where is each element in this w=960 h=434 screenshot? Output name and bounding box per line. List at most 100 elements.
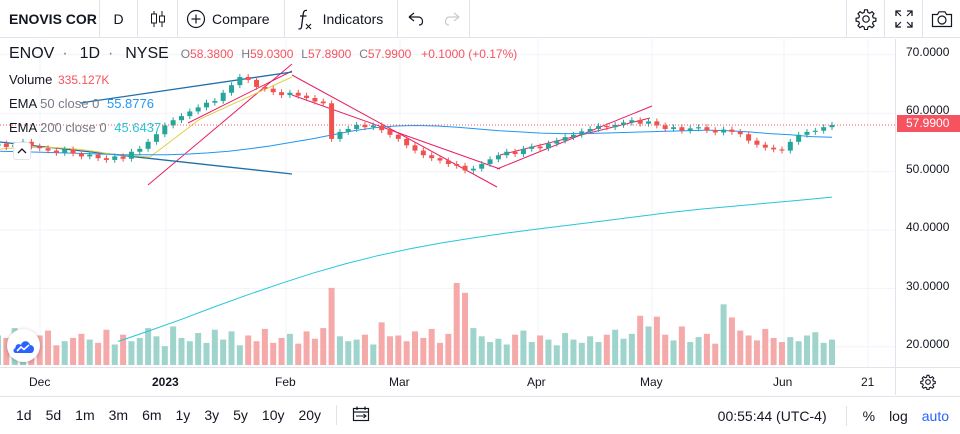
range-3y[interactable]: 3y: [204, 407, 220, 423]
volume-bar: [420, 337, 427, 365]
candle-body: [204, 102, 209, 108]
interval-button[interactable]: D: [100, 0, 138, 38]
scale-settings-button[interactable]: [895, 367, 960, 395]
candle-body: [537, 146, 543, 149]
indicators-button[interactable]: Indicators: [285, 0, 399, 38]
volume-bar: [778, 342, 785, 365]
symbol-search-input[interactable]: ENOVIS COR: [0, 0, 100, 38]
log-scale-toggle[interactable]: log: [889, 407, 908, 424]
candle-body: [554, 140, 560, 144]
ema200-indicator-legend[interactable]: EMA 200 close 0 45.6437: [9, 120, 161, 135]
percent-scale-toggle[interactable]: %: [862, 407, 876, 424]
ema50-indicator-legend[interactable]: EMA 50 close 0 55.8776: [9, 96, 154, 111]
goto-date-button[interactable]: [345, 406, 377, 425]
volume-bar: [678, 326, 685, 365]
range-1d[interactable]: 1d: [16, 407, 32, 423]
volume-bar: [136, 337, 143, 365]
candle-body: [279, 92, 285, 96]
candle-body: [454, 164, 460, 166]
plus-circle-icon: [186, 9, 206, 28]
range-3m[interactable]: 3m: [108, 407, 129, 423]
volume-bar: [712, 343, 719, 365]
ema200-value: 45.6437: [114, 120, 162, 135]
volume-bar: [78, 333, 85, 365]
range-1y[interactable]: 1y: [175, 407, 191, 423]
candle-body: [495, 155, 501, 160]
candles-icon: [150, 10, 165, 27]
price-scale[interactable]: 70.0000 60.0000 50.0000 40.0000 30.0000 …: [895, 39, 960, 367]
clock-timezone[interactable]: 00:55:44 (UTC-4): [717, 407, 827, 424]
fullscreen-button[interactable]: [884, 0, 922, 38]
volume-bar: [36, 335, 43, 365]
volume-bar: [220, 339, 227, 365]
range-20y[interactable]: 20y: [298, 407, 322, 423]
candle-body: [579, 131, 585, 135]
volume-bar: [562, 333, 569, 365]
time-label: Mar: [389, 375, 410, 389]
legend-symbol: ENOV: [9, 45, 55, 62]
volume-bar: [61, 341, 68, 365]
candle-body: [237, 76, 243, 86]
candle-body: [254, 79, 260, 87]
candle-body: [587, 128, 593, 132]
time-label: Dec: [29, 375, 51, 389]
collapse-legend-button[interactable]: [13, 142, 31, 160]
range-5d[interactable]: 5d: [45, 407, 62, 423]
snapshot-button[interactable]: [922, 0, 960, 38]
candle-body: [487, 159, 493, 165]
volume-bar: [386, 336, 393, 365]
divider: [845, 405, 847, 426]
tradingview-logo[interactable]: [7, 329, 40, 362]
range-5y[interactable]: 5y: [233, 407, 248, 423]
volume-bar: [211, 329, 218, 365]
chart-pane[interactable]: ENOV · 1D · NYSE O58.3800 H59.0300 L57.890…: [0, 39, 895, 367]
candle-body: [687, 128, 693, 131]
volume-bar: [728, 317, 735, 365]
settings-button[interactable]: [846, 0, 884, 38]
price-label: 20.0000: [906, 337, 950, 351]
fullscreen-icon: [894, 10, 913, 28]
compare-button[interactable]: Compare: [178, 0, 285, 38]
candle-body: [671, 127, 677, 129]
candle-body: [270, 88, 276, 93]
candle-body: [345, 128, 351, 132]
volume-bar: [236, 345, 243, 365]
volume-bar: [445, 333, 452, 365]
candle-body: [595, 126, 601, 129]
volume-bar: [753, 340, 760, 365]
time-scale[interactable]: Dec 2023 Feb Mar Apr May Jun 21: [0, 367, 895, 395]
volume-bar: [528, 342, 535, 365]
volume-bar: [228, 331, 235, 365]
chart-type-button[interactable]: [138, 0, 178, 38]
candle-body: [112, 156, 118, 160]
volume-bar: [395, 335, 402, 365]
range-1m[interactable]: 1m: [75, 407, 95, 423]
volume-bar: [795, 341, 802, 365]
candle-body: [737, 131, 743, 135]
gear-icon: [855, 9, 876, 30]
volume-bar: [687, 342, 694, 365]
price-chart[interactable]: [0, 39, 895, 367]
candle-body: [604, 126, 610, 128]
volume-bar: [286, 333, 293, 365]
trend-channel-line: [187, 70, 293, 124]
volume-bar: [720, 304, 727, 365]
legend-interval: 1D: [79, 45, 101, 62]
volume-bar: [145, 328, 152, 365]
candle-body: [570, 134, 576, 138]
range-10y[interactable]: 10y: [261, 407, 285, 423]
candle-body: [437, 158, 443, 161]
candle-body: [529, 146, 535, 149]
volume-bar: [570, 339, 577, 365]
candle-body: [195, 107, 201, 112]
range-6m[interactable]: 6m: [142, 407, 162, 423]
undo-button[interactable]: [398, 0, 434, 38]
volume-bar: [745, 335, 752, 365]
redo-button[interactable]: [434, 0, 471, 38]
candle-body: [287, 92, 293, 96]
candle-body: [729, 129, 735, 132]
candle-body: [312, 98, 318, 102]
candle-body: [78, 153, 84, 157]
auto-scale-toggle[interactable]: auto: [921, 407, 949, 424]
volume-indicator-legend[interactable]: Volume 335.127K: [9, 72, 109, 87]
